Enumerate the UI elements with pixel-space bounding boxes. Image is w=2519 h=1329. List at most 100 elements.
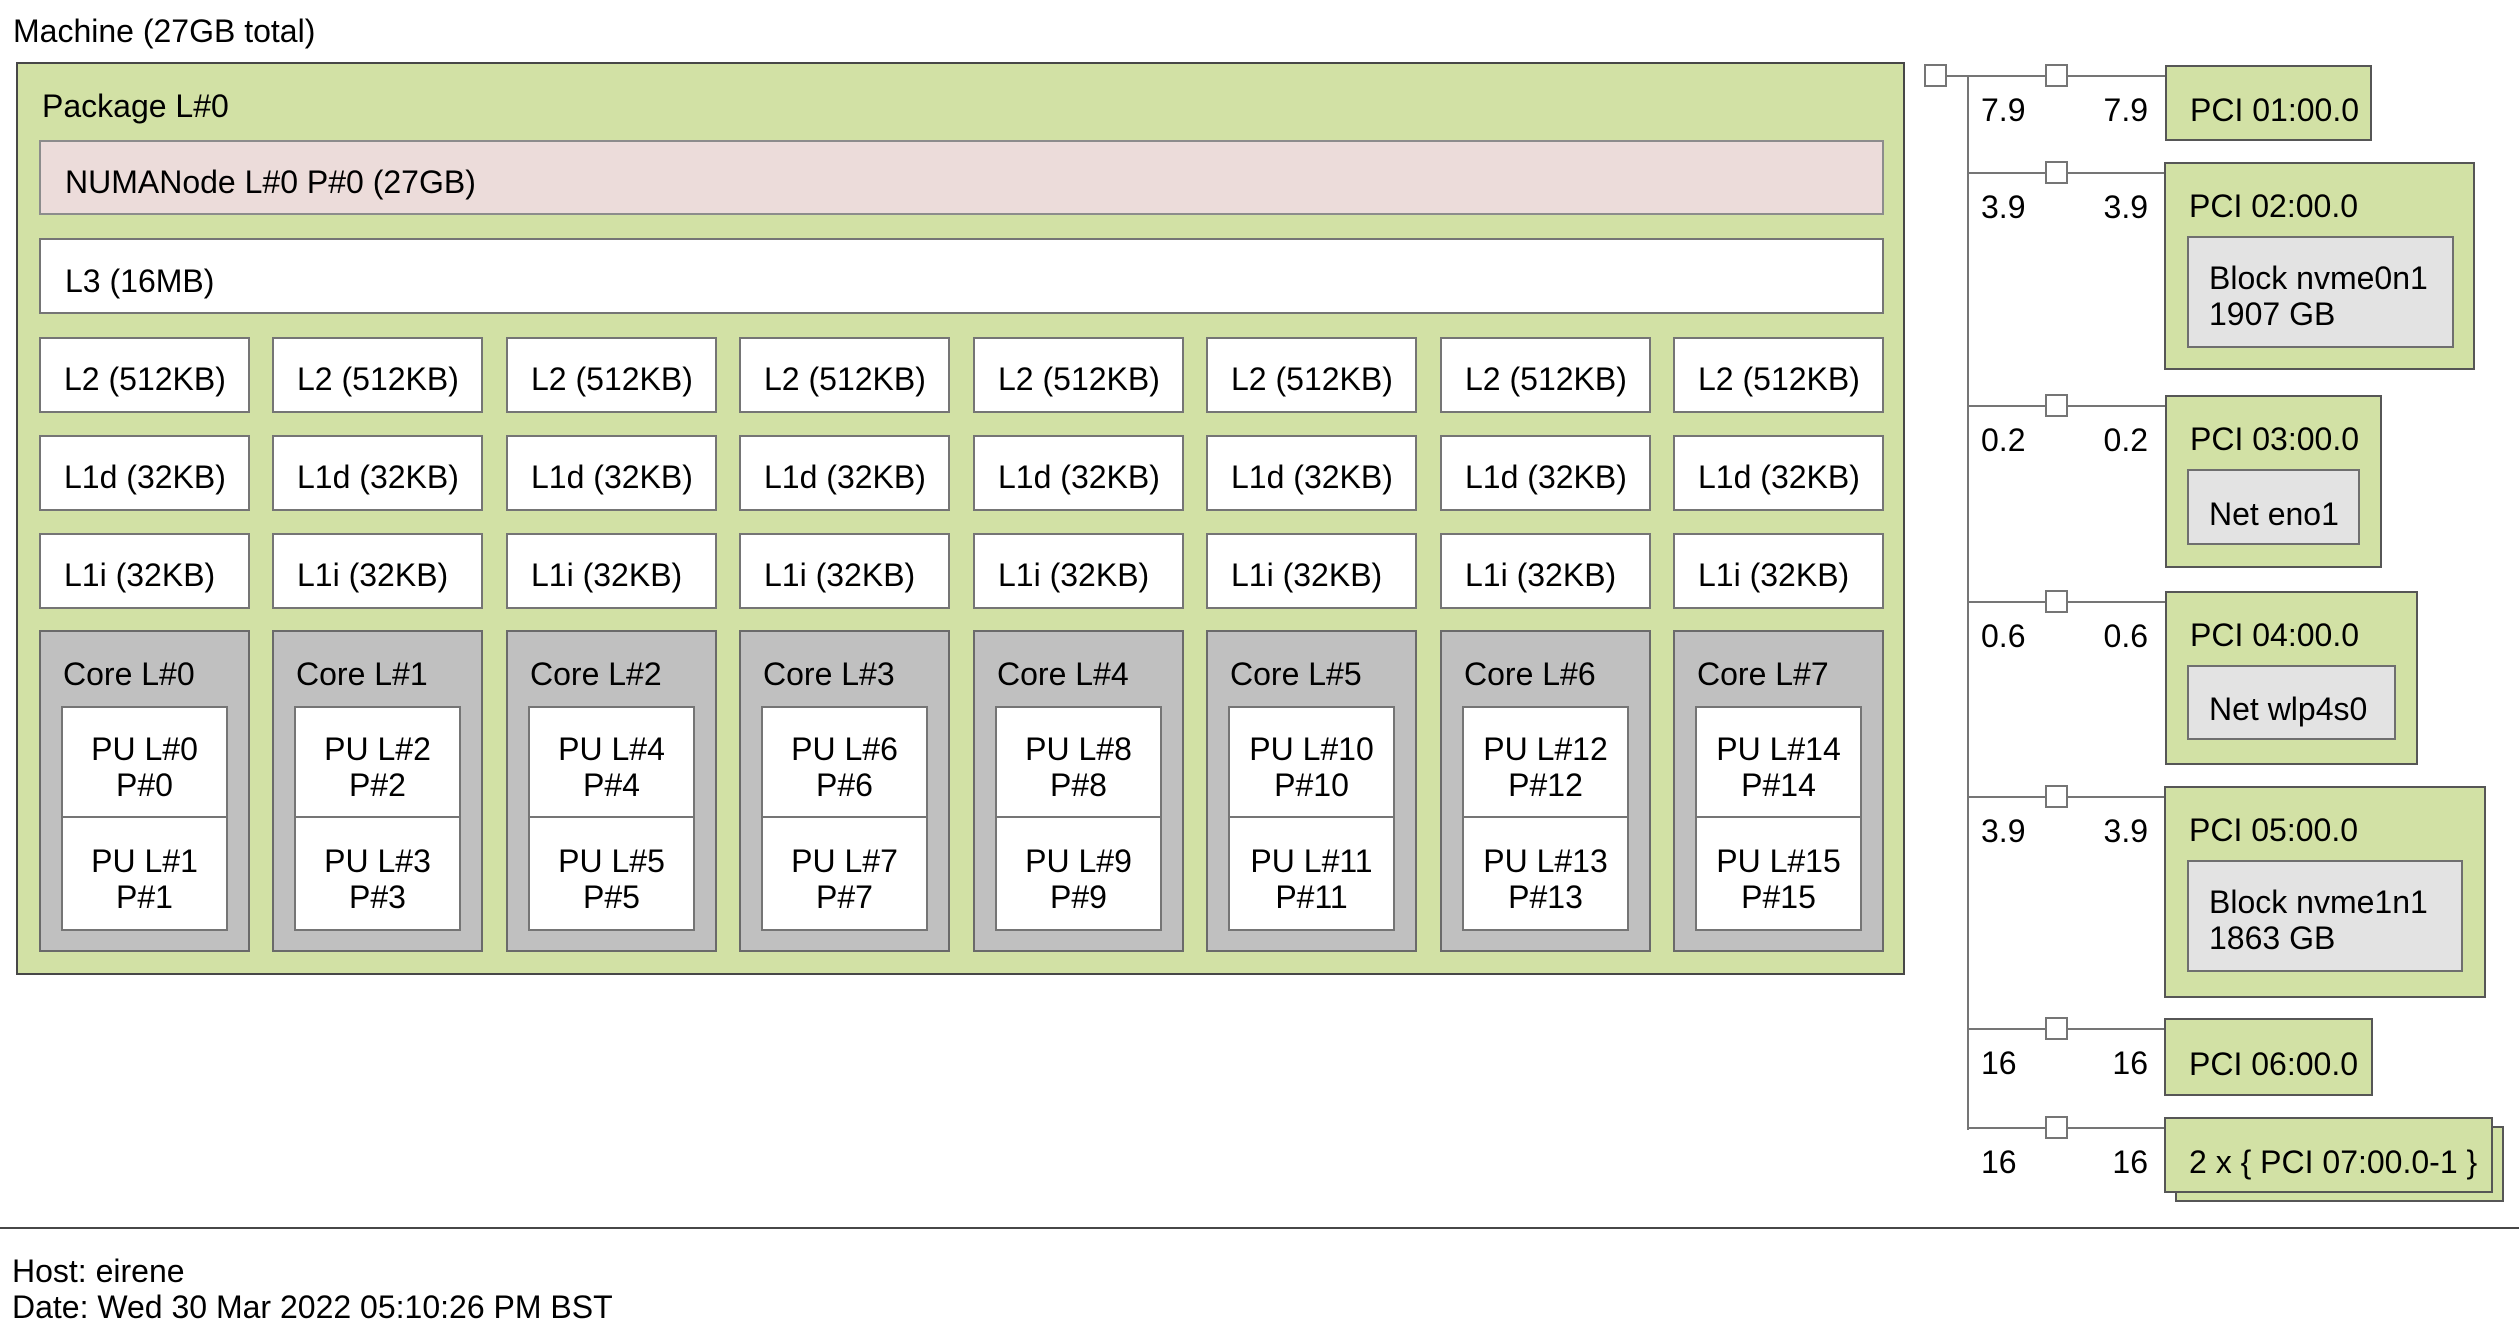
core-label: Core L#1 (296, 656, 428, 692)
l1d-cache-label: L1d (32KB) (764, 459, 926, 495)
pu-box (1462, 706, 1629, 818)
os-device-label: Net wlp4s0 (2209, 691, 2368, 727)
pu-label-line: P#11 (1275, 878, 1348, 915)
l1d-cache-box (1206, 435, 1417, 511)
pu-box (294, 706, 461, 818)
l2-cache-box (1206, 337, 1417, 413)
pu-label: PU L#6 P#6 (761, 706, 928, 818)
pu-label-line: P#9 (1050, 878, 1107, 915)
pu-label-line: PU L#6 (791, 731, 898, 767)
pci-link-speed-right: 0.6 (2103, 618, 2148, 654)
pci-device-box (2165, 65, 2372, 141)
pci-connector-square (2045, 1017, 2068, 1040)
pu-box (528, 706, 695, 818)
l1i-cache-box (1206, 533, 1417, 609)
pu-label-line: PU L#8 (1025, 731, 1132, 767)
pu-label-line: P#14 (1741, 767, 1816, 803)
l1d-cache-box (272, 435, 483, 511)
core-label: Core L#4 (997, 656, 1129, 692)
pu-label-line: PU L#2 (324, 731, 431, 767)
l1i-cache-label: L1i (32KB) (64, 557, 216, 593)
l1i-cache-box (973, 533, 1184, 609)
pu-label-line: PU L#3 (324, 842, 431, 879)
core-label: Core L#6 (1464, 656, 1596, 692)
l1i-cache-box (506, 533, 717, 609)
l1i-cache-label: L1i (32KB) (998, 557, 1150, 593)
core-label: Core L#5 (1230, 656, 1362, 692)
os-device-box (2187, 236, 2454, 348)
pci-link-speed-right: 16 (2112, 1045, 2148, 1081)
pu-box (995, 816, 1162, 931)
pu-label-line: PU L#1 (91, 842, 198, 879)
pci-connector-square (2045, 590, 2068, 613)
pci-link-speed-right: 16 (2112, 1144, 2148, 1180)
pu-box (1695, 816, 1862, 931)
pu-label: PU L#11 P#11 (1228, 816, 1395, 931)
footer-date: Date: Wed 30 Mar 2022 05:10:26 PM BST (12, 1289, 613, 1325)
l2-cache-label: L2 (512KB) (998, 361, 1160, 397)
numanode-box (39, 140, 1884, 215)
core-label: Core L#7 (1697, 656, 1829, 692)
pu-label: PU L#15 P#15 (1695, 816, 1862, 931)
machine-title: Machine (27GB total) (13, 13, 316, 49)
footer-separator (0, 1227, 2519, 1229)
pu-label-line: PU L#15 (1716, 842, 1841, 879)
pci-device-label: PCI 01:00.0 (2190, 92, 2359, 128)
pci-link-speed-left: 0.6 (1981, 618, 2026, 654)
pu-label-line: PU L#12 (1483, 731, 1608, 767)
os-device-box (2187, 665, 2396, 740)
pci-link-speed-left: 7.9 (1981, 92, 2026, 128)
l1i-cache-label: L1i (32KB) (1231, 557, 1383, 593)
l1i-cache-box (39, 533, 250, 609)
os-device-label-line: Block nvme0n1 (2209, 260, 2428, 296)
l2-cache-label: L2 (512KB) (1698, 361, 1860, 397)
pci-device-box (2164, 1018, 2373, 1096)
l1i-cache-label: L1i (32KB) (531, 557, 683, 593)
pci-link-speed-right: 0.2 (2103, 422, 2148, 458)
l2-cache-label: L2 (512KB) (764, 361, 926, 397)
l1d-cache-box (973, 435, 1184, 511)
pci-device-label: PCI 05:00.0 (2189, 812, 2358, 848)
l1d-cache-box (1440, 435, 1651, 511)
numanode-label: NUMANode L#0 P#0 (27GB) (65, 164, 476, 200)
pci-link-speed-right: 3.9 (2103, 813, 2148, 849)
pci-device-box (2164, 1117, 2493, 1193)
pu-label-line: PU L#9 (1025, 842, 1132, 879)
pu-box (1462, 816, 1629, 931)
pu-label: PU L#1 P#1 (61, 816, 228, 931)
pu-label: PU L#3 P#3 (294, 816, 461, 931)
pu-box (761, 816, 928, 931)
package-label: Package L#0 (42, 88, 229, 124)
pu-label: PU L#7 P#7 (761, 816, 928, 931)
pci-root-connector-square (1924, 64, 1947, 87)
pci-link-speed-left: 0.2 (1981, 422, 2026, 458)
l1d-cache-label: L1d (32KB) (1698, 459, 1860, 495)
pu-label: PU L#4 P#4 (528, 706, 695, 818)
pu-label: PU L#5 P#5 (528, 816, 695, 931)
os-device-label-line: 1863 GB (2209, 920, 2336, 956)
pci-connector-square (2045, 1116, 2068, 1139)
os-device-label-line: 1907 GB (2209, 296, 2336, 332)
pu-label-line: PU L#7 (791, 842, 898, 879)
pu-label: PU L#12 P#12 (1462, 706, 1629, 818)
l1d-cache-label: L1d (32KB) (1465, 459, 1627, 495)
pci-connector-square (2045, 785, 2068, 808)
pu-label-line: P#4 (583, 767, 640, 803)
l1i-cache-box (1440, 533, 1651, 609)
pci-connector-square (2045, 64, 2068, 87)
pu-label-line: P#13 (1508, 878, 1583, 915)
pci-link-speed-left: 16 (1981, 1045, 2017, 1081)
l1d-cache-label: L1d (32KB) (998, 459, 1160, 495)
pu-box (528, 816, 695, 931)
pu-label: PU L#9 P#9 (995, 816, 1162, 931)
l2-cache-label: L2 (512KB) (531, 361, 693, 397)
l1d-cache-box (39, 435, 250, 511)
core-label: Core L#2 (530, 656, 662, 692)
pci-device-label: PCI 04:00.0 (2190, 617, 2359, 653)
pu-label-line: P#12 (1508, 767, 1583, 803)
pci-device-label: PCI 02:00.0 (2189, 188, 2358, 224)
pci-link-speed-right: 3.9 (2103, 189, 2148, 225)
os-device-label-line: Block nvme1n1 (2209, 884, 2428, 920)
pci-link-speed-left: 16 (1981, 1144, 2017, 1180)
